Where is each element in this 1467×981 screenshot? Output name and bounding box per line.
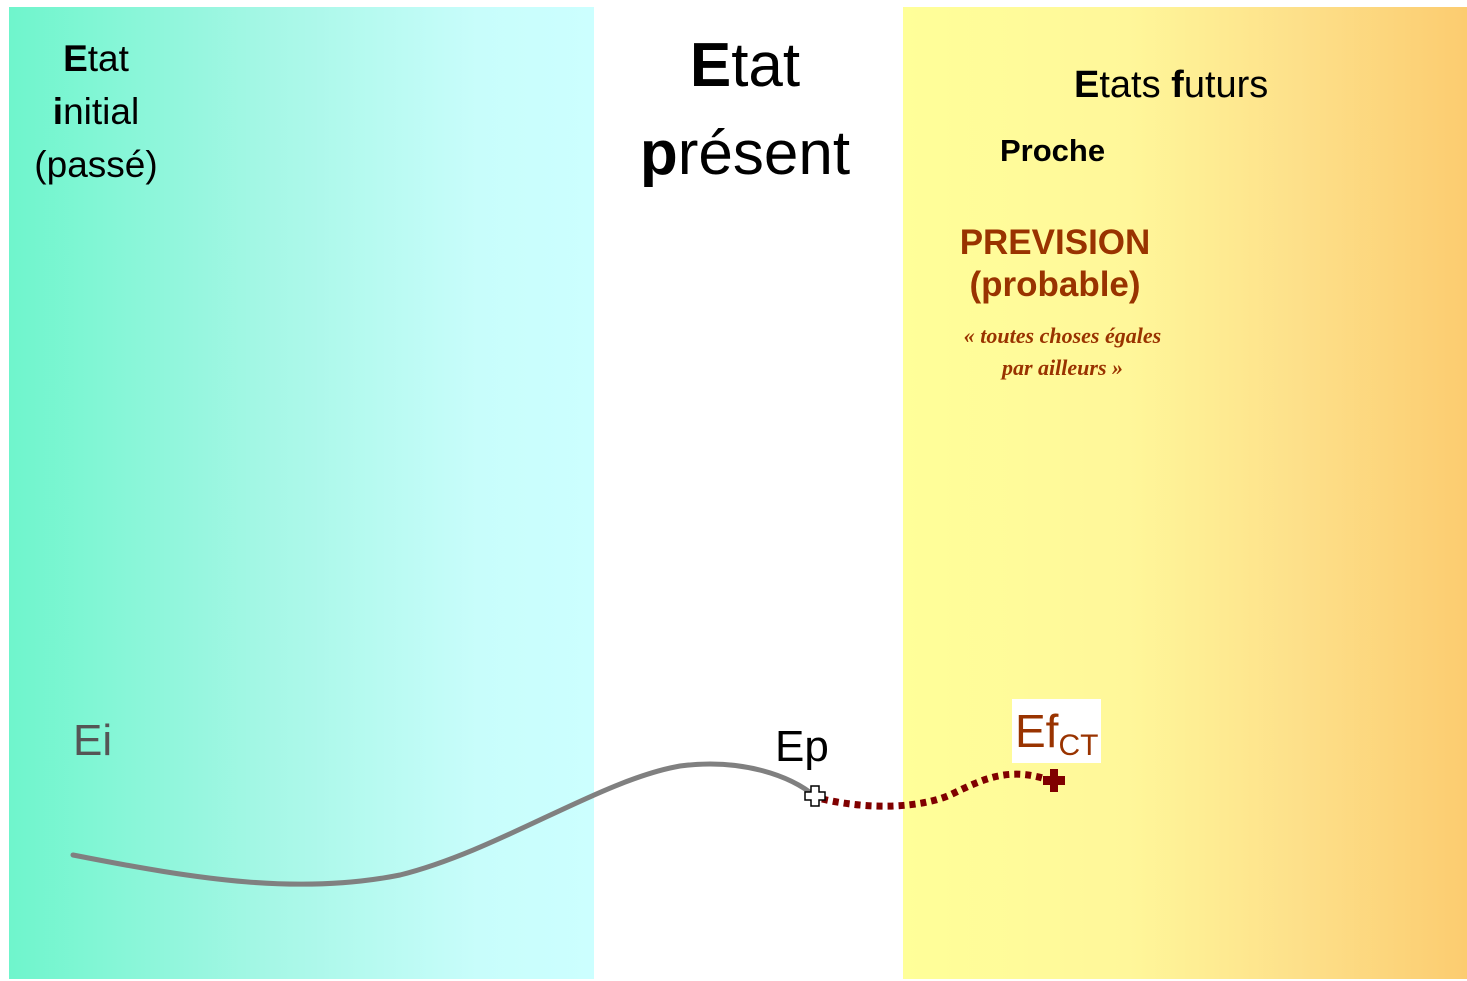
plus-outline-icon <box>804 785 826 807</box>
initial-state-subtitle: (passé) <box>34 144 158 185</box>
forecast-point-label-subscript: CT <box>1058 729 1099 762</box>
future-states-panel <box>903 7 1467 979</box>
initial-state-title: Etat initial (passé) <box>26 32 166 191</box>
present-state-title-word1: tat <box>731 31 801 100</box>
prevision-note-line2: par ailleurs » <box>1001 355 1124 380</box>
initial-point-label: Ei <box>73 716 113 765</box>
present-state-title-initial-letter: E <box>689 31 732 100</box>
future-states-title: Etats futurs <box>1074 64 1268 107</box>
prevision-heading-line1: PREVISION <box>959 223 1151 262</box>
prevision-note: « toutes choses égales par ailleurs » <box>940 320 1185 384</box>
prevision-heading-line2: (probable) <box>969 265 1141 304</box>
forecast-point-label: EfCT <box>1012 699 1102 763</box>
past-trajectory-curve <box>70 761 819 887</box>
present-state-title: Etat présent <box>620 22 870 198</box>
future-title-letter2: f <box>1171 64 1184 106</box>
forecast-trajectory-curve <box>821 770 1054 810</box>
future-title-part2: uturs <box>1183 64 1269 106</box>
plus-filled-icon <box>1043 769 1065 792</box>
initial-state-title-initial-letter2: i <box>52 91 64 132</box>
present-state-title-word2: résent <box>677 119 851 188</box>
prevision-note-line1: « toutes choses égales <box>963 323 1162 348</box>
future-title-part1: tats <box>1099 64 1172 106</box>
prevision-heading: PREVISION (probable) <box>940 222 1170 306</box>
near-future-label: Proche <box>1000 133 1106 168</box>
forecast-point-label-main: Ef <box>1015 705 1059 757</box>
initial-state-title-word2: nitial <box>63 91 140 132</box>
initial-state-title-initial-letter: E <box>63 38 88 79</box>
present-point-label: Ep <box>775 722 829 771</box>
present-state-title-initial-letter2: p <box>639 119 678 188</box>
initial-state-title-word1: tat <box>87 38 129 79</box>
past-state-panel <box>9 7 594 979</box>
future-title-letter1: E <box>1074 64 1100 106</box>
